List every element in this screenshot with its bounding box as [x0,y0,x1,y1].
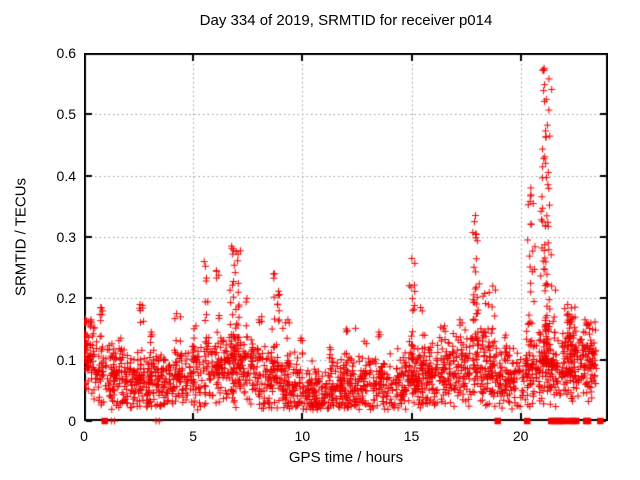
x-tick-label: 0 [80,428,88,444]
y-tick-label: 0.4 [56,167,76,184]
x-tick-label: 10 [294,428,311,444]
x-tick-label: 5 [189,428,198,444]
y-tick-label: 0 [68,413,76,429]
y-tick-label: 0.3 [56,229,76,245]
x-tick-label: 20 [512,428,529,444]
plot-canvas [84,53,608,431]
y-axis-label: SRMTID / TECUs [12,177,30,297]
y-tick-label: 0.6 [56,45,76,61]
chart-title: Day 334 of 2019, SRMTID for receiver p01… [199,12,493,29]
x-tick-label: 15 [403,428,420,444]
y-tick-label: 0.2 [56,290,76,307]
y-tick-label: 0.5 [56,106,76,123]
y-tick-label: 0.1 [56,351,76,368]
x-axis-label: GPS time / hours [288,449,404,466]
